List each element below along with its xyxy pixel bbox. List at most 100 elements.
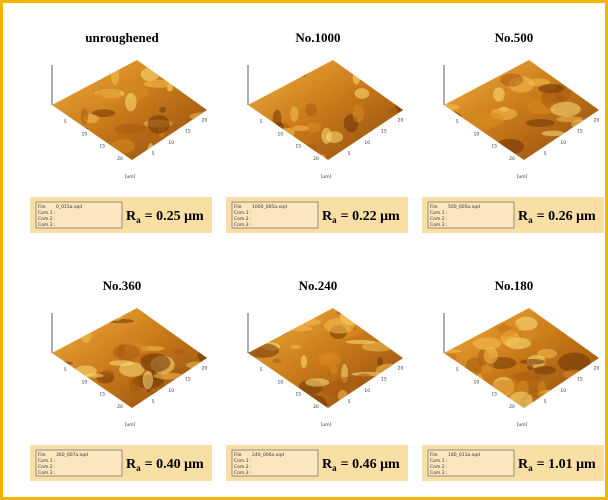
comment-label: Com.1 : xyxy=(38,458,56,464)
figure: unroughened 5 5 10 10 15 15 20 20 [um] File 0_015a.… xyxy=(0,0,608,500)
ra-value: = 0.40 μm xyxy=(145,457,204,472)
texture-blob xyxy=(305,378,329,386)
ra-value: = 0.26 μm xyxy=(537,209,596,224)
texture-blob xyxy=(305,103,317,116)
texture-blob xyxy=(550,102,580,117)
axis-tick-label: 20 xyxy=(202,118,208,124)
axis-tick-label: 5 xyxy=(64,119,67,125)
axis-tick-label: 5 xyxy=(456,119,459,125)
texture-blob xyxy=(310,70,324,82)
file-name: 360_007a.xqd xyxy=(56,452,88,458)
axis-tick-label: 5 xyxy=(348,151,351,157)
axis-tick-label: 5 xyxy=(260,119,263,125)
texture-blob xyxy=(140,353,170,372)
comment-label: Com.3 : xyxy=(234,222,252,228)
axis-tick-label: 20 xyxy=(117,404,123,410)
axis-tick-label: 15 xyxy=(295,144,301,150)
file-name: 0_015a.xqd xyxy=(56,204,82,210)
file-label: File xyxy=(234,204,242,210)
texture-blob xyxy=(109,360,134,366)
texture-blob xyxy=(538,84,564,93)
comment-label: Com.1 : xyxy=(234,210,252,216)
axis-tick-label: 20 xyxy=(594,118,600,124)
axis-tick-label: 20 xyxy=(313,156,319,162)
axis-tick-label: 5 xyxy=(348,399,351,405)
texture-blob xyxy=(542,131,565,137)
axis-tick-label: 15 xyxy=(99,144,105,150)
ra-subscript: a xyxy=(136,463,141,473)
comment-label: Com.3 : xyxy=(234,470,252,476)
axis-tick-label: 5 xyxy=(544,399,547,405)
axis-tick-label: 5 xyxy=(64,367,67,373)
texture-blob xyxy=(81,108,88,124)
panel-title: No.1000 xyxy=(295,30,340,45)
texture-blob xyxy=(272,359,281,363)
panel-title: No.500 xyxy=(495,30,534,45)
file-name: 240_006a.xqd xyxy=(252,452,284,458)
axis-unit: [um] xyxy=(517,422,528,428)
axis-tick-label: 15 xyxy=(99,392,105,398)
texture-blob xyxy=(102,369,115,377)
axis-tick-label: 20 xyxy=(594,366,600,372)
texture-blob xyxy=(523,330,538,340)
texture-blob xyxy=(290,106,298,122)
comment-label: Com.1 : xyxy=(234,458,252,464)
ra-value: = 0.46 μm xyxy=(341,457,400,472)
texture-blob xyxy=(143,371,153,389)
axis-unit: [um] xyxy=(125,174,136,180)
texture-blob xyxy=(353,105,364,123)
texture-blob xyxy=(85,374,104,378)
axis-tick-label: 20 xyxy=(313,404,319,410)
comment-label: Com.2 : xyxy=(430,464,448,470)
axis-unit: [um] xyxy=(517,174,528,180)
axis-tick-label: 5 xyxy=(456,367,459,373)
axis-tick-label: 20 xyxy=(398,366,404,372)
texture-blob xyxy=(388,107,395,114)
comment-label: Com.1 : xyxy=(430,210,448,216)
panel-title: No.360 xyxy=(103,278,142,293)
comment-label: Com.3 : xyxy=(38,470,56,476)
texture-blob xyxy=(301,355,307,368)
texture-blob xyxy=(96,85,121,104)
texture-blob xyxy=(527,364,533,370)
texture-blob xyxy=(173,349,185,354)
panel-title: No.240 xyxy=(299,278,338,293)
ra-value: = 1.01 μm xyxy=(537,457,596,472)
axis-tick-label: 15 xyxy=(577,129,583,135)
axis-tick-label: 15 xyxy=(381,377,387,383)
panel-title: No.180 xyxy=(495,278,534,293)
ra-subscript: a xyxy=(332,463,337,473)
ra-value: = 0.25 μm xyxy=(145,209,204,224)
axis-tick-label: 5 xyxy=(260,367,263,373)
texture-blob xyxy=(159,107,166,113)
texture-blob xyxy=(71,96,85,106)
texture-blob xyxy=(330,365,338,375)
ra-value: = 0.22 μm xyxy=(341,209,400,224)
texture-blob xyxy=(148,115,170,134)
axis-tick-label: 10 xyxy=(364,140,370,146)
axis-tick-label: 5 xyxy=(152,399,155,405)
axis-tick-label: 10 xyxy=(168,140,174,146)
axis-tick-label: 10 xyxy=(168,388,174,394)
axis-tick-label: 5 xyxy=(152,151,155,157)
ra-subscript: a xyxy=(332,215,337,225)
texture-blob xyxy=(114,124,146,134)
ra-subscript: a xyxy=(136,215,141,225)
comment-label: Com.2 : xyxy=(234,216,252,222)
texture-blob xyxy=(318,352,341,366)
ra-subscript: a xyxy=(528,215,533,225)
texture-blob xyxy=(473,337,502,349)
texture-blob xyxy=(484,347,498,364)
panel-title: unroughened xyxy=(85,30,159,45)
axis-tick-label: 10 xyxy=(278,379,284,385)
axis-tick-label: 10 xyxy=(474,131,480,137)
axis-unit: [um] xyxy=(321,174,332,180)
file-name: 1000_005a.xqd xyxy=(252,204,287,210)
comment-label: Com.2 : xyxy=(234,464,252,470)
axis-tick-label: 20 xyxy=(509,156,515,162)
axis-unit: [um] xyxy=(125,422,136,428)
texture-blob xyxy=(113,344,141,360)
comment-label: Com.3 : xyxy=(430,222,448,228)
comment-label: Com.1 : xyxy=(38,210,56,216)
axis-tick-label: 10 xyxy=(82,379,88,385)
